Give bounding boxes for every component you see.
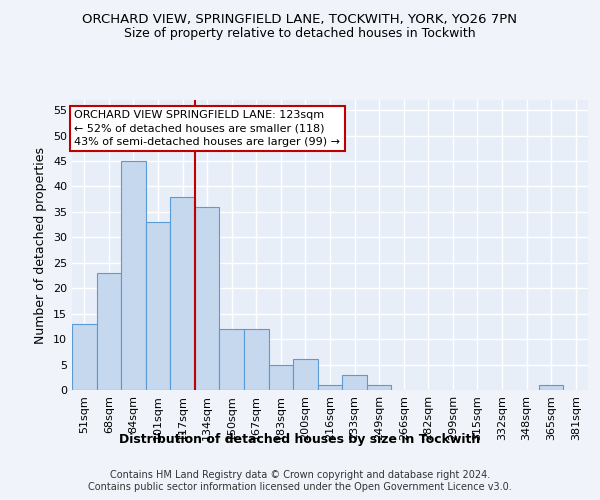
Bar	[195, 207, 220, 390]
Bar	[97, 273, 121, 390]
Bar	[318, 385, 342, 390]
Y-axis label: Number of detached properties: Number of detached properties	[34, 146, 47, 344]
Text: Size of property relative to detached houses in Tockwith: Size of property relative to detached ho…	[124, 28, 476, 40]
Bar	[244, 329, 269, 390]
Text: Contains public sector information licensed under the Open Government Licence v3: Contains public sector information licen…	[88, 482, 512, 492]
Bar	[121, 161, 146, 390]
Bar	[539, 385, 563, 390]
Text: ORCHARD VIEW, SPRINGFIELD LANE, TOCKWITH, YORK, YO26 7PN: ORCHARD VIEW, SPRINGFIELD LANE, TOCKWITH…	[83, 12, 517, 26]
Bar	[220, 329, 244, 390]
Bar	[342, 374, 367, 390]
Bar	[269, 364, 293, 390]
Text: Contains HM Land Registry data © Crown copyright and database right 2024.: Contains HM Land Registry data © Crown c…	[110, 470, 490, 480]
Bar	[367, 385, 391, 390]
Bar	[146, 222, 170, 390]
Bar	[72, 324, 97, 390]
Text: ORCHARD VIEW SPRINGFIELD LANE: 123sqm
← 52% of detached houses are smaller (118): ORCHARD VIEW SPRINGFIELD LANE: 123sqm ← …	[74, 110, 340, 146]
Text: Distribution of detached houses by size in Tockwith: Distribution of detached houses by size …	[119, 432, 481, 446]
Bar	[293, 360, 318, 390]
Bar	[170, 196, 195, 390]
